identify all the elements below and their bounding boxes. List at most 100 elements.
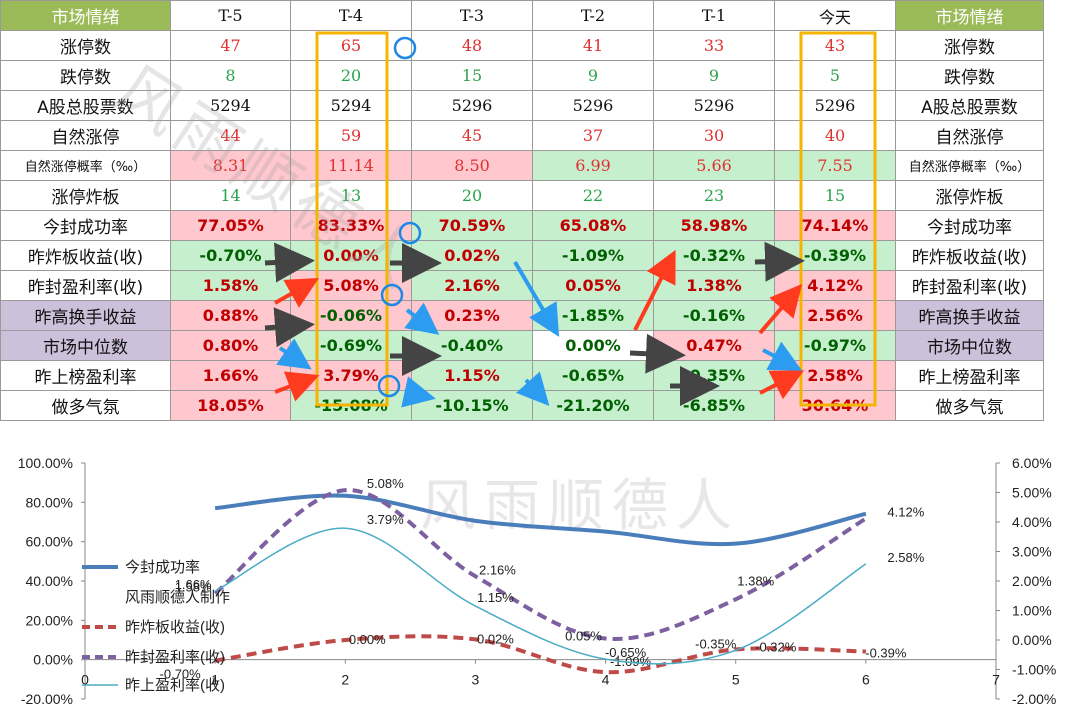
table-cell: 33 xyxy=(653,30,775,61)
table-cell: 2.56% xyxy=(774,300,896,331)
table-cell: 70.59% xyxy=(411,210,533,241)
row-label: A股总股票数 xyxy=(0,90,171,121)
data-label: 1.15% xyxy=(477,590,514,605)
table-cell: 0.23% xyxy=(411,300,533,331)
table-row: 昨封盈利率(收) 1.58% 5.08% 2.16% 0.05% 1.38% 4.12% 昨封… xyxy=(0,270,1044,301)
header-cell: T-3 xyxy=(411,0,533,31)
data-label: -0.39% xyxy=(865,646,907,661)
row-label-right: 涨停炸板 xyxy=(895,180,1044,211)
data-label: -0.35% xyxy=(695,636,737,651)
table-row: 涨停炸板 14 13 20 22 23 15 涨停炸板 xyxy=(0,180,1044,211)
x-tick-label: 3 xyxy=(472,672,480,688)
left-tick-label: 80.00% xyxy=(26,494,73,510)
table-cell: 1.66% xyxy=(170,360,291,391)
table-cell: 5294 xyxy=(170,90,291,121)
table-row: 涨停数 47 65 48 41 33 43 涨停数 xyxy=(0,30,1044,61)
x-tick-label: 6 xyxy=(862,672,870,688)
table-cell: 7.55 xyxy=(774,150,896,181)
table-cell: 8 xyxy=(170,60,291,91)
table-cell: -10.15% xyxy=(411,390,533,421)
row-label: 涨停数 xyxy=(0,30,171,61)
series-line xyxy=(214,634,866,675)
legend-label: 昨炸板收益(收) xyxy=(125,618,225,636)
series-line xyxy=(214,527,867,665)
left-tick-label: 40.00% xyxy=(26,573,73,589)
table-cell: 0.88% xyxy=(170,300,291,331)
table-row: 自然涨停概率（‰） 8.31 11.14 8.50 6.99 5.66 7.55 自然涨停概率… xyxy=(0,150,1044,181)
table-cell: 22 xyxy=(532,180,654,211)
header-cell: 市场情绪 xyxy=(0,0,171,31)
data-label: 1.58% xyxy=(175,579,212,594)
x-tick-label: 5 xyxy=(732,672,740,688)
left-tick-label: 0.00% xyxy=(33,652,73,668)
series-line xyxy=(213,488,867,641)
data-label: -0.32% xyxy=(755,639,797,654)
row-label: 自然涨停概率（‰） xyxy=(0,150,171,181)
table-cell: 1.15% xyxy=(411,360,533,391)
table-row: 昨高换手收益 0.88% -0.06% 0.23% -1.85% -0.16% 2.56% 昨… xyxy=(0,300,1044,331)
table-cell: 23 xyxy=(653,180,775,211)
left-tick-label: 60.00% xyxy=(26,534,73,550)
legend-label: 今封成功率 xyxy=(125,559,200,576)
table-cell: 45 xyxy=(411,120,533,151)
data-label: 1.66% xyxy=(175,577,212,592)
data-label: 2.16% xyxy=(479,562,516,577)
table-cell: 14 xyxy=(170,180,291,211)
right-tick-label: 3.00% xyxy=(1012,544,1052,560)
right-tick-label: 6.00% xyxy=(1012,455,1052,471)
x-tick-label: 4 xyxy=(602,672,610,688)
data-label: 0.05% xyxy=(565,629,602,644)
table-cell: -0.97% xyxy=(774,330,896,361)
header-cell: T-2 xyxy=(532,0,654,31)
data-label: 3.79% xyxy=(367,512,404,527)
table-cell: 11.14 xyxy=(290,150,412,181)
table-cell: 0.02% xyxy=(411,240,533,271)
table-cell: 2.16% xyxy=(411,270,533,301)
left-tick-label: -20.00% xyxy=(21,691,73,707)
right-tick-label: 2.00% xyxy=(1012,573,1052,589)
table-cell: 4.12% xyxy=(774,270,896,301)
table-cell: 48 xyxy=(411,30,533,61)
row-label: 跌停数 xyxy=(0,60,171,91)
table-cell: 5.66 xyxy=(653,150,775,181)
table-row: 市场中位数 0.80% -0.69% -0.40% 0.00% 0.47% -0.97% 市场… xyxy=(0,330,1044,361)
legend-label: 昨封盈利率(收) xyxy=(125,649,225,666)
table-cell: 40 xyxy=(774,120,896,151)
table-cell: 15 xyxy=(774,180,896,211)
right-tick-label: 1.00% xyxy=(1012,603,1052,619)
data-label: -0.70% xyxy=(160,667,202,682)
header-cell: T-1 xyxy=(653,0,775,31)
table-cell: -0.32% xyxy=(653,240,775,271)
right-tick-label: -2.00% xyxy=(1012,691,1056,707)
table-cell: 77.05% xyxy=(170,210,291,241)
table-cell: 3.79% xyxy=(290,360,412,391)
table-cell: 59 xyxy=(290,120,412,151)
table-cell: -0.16% xyxy=(653,300,775,331)
table-cell: 5.08% xyxy=(290,270,412,301)
table-row: 昨炸板收益(收) -0.70% 0.00% 0.02% -1.09% -0.32% -0.3… xyxy=(0,240,1044,271)
row-label: 昨高换手收益 xyxy=(0,300,171,331)
table-cell: 83.33% xyxy=(290,210,412,241)
row-label-right: A股总股票数 xyxy=(895,90,1044,121)
table-row: 做多气氛 18.05% -15.08% -10.15% -21.20% -6.85% 30.… xyxy=(0,390,1044,421)
table-cell: 8.31 xyxy=(170,150,291,181)
row-label: 昨封盈利率(收) xyxy=(0,270,171,301)
header-cell: 市场情绪 xyxy=(895,0,1044,31)
table-cell: 20 xyxy=(290,60,412,91)
data-label: 0.02% xyxy=(477,631,514,646)
table-cell: 13 xyxy=(290,180,412,211)
chart-watermark: 风雨顺德人 xyxy=(420,474,740,537)
table-cell: 30 xyxy=(653,120,775,151)
row-label-right: 自然涨停 xyxy=(895,120,1044,151)
table-cell: 8.50 xyxy=(411,150,533,181)
table-cell: 5296 xyxy=(532,90,654,121)
table-cell: 65 xyxy=(290,30,412,61)
header-cell: T-4 xyxy=(290,0,412,31)
row-label-right: 昨上榜盈利率 xyxy=(895,360,1044,391)
table-cell: 5 xyxy=(774,60,896,91)
header-cell: 今天 xyxy=(774,0,896,31)
row-label: 自然涨停 xyxy=(0,120,171,151)
table-cell: -0.35% xyxy=(653,360,775,391)
table-cell: 5296 xyxy=(653,90,775,121)
legend-note: 风雨顺德人制作 xyxy=(125,588,230,606)
